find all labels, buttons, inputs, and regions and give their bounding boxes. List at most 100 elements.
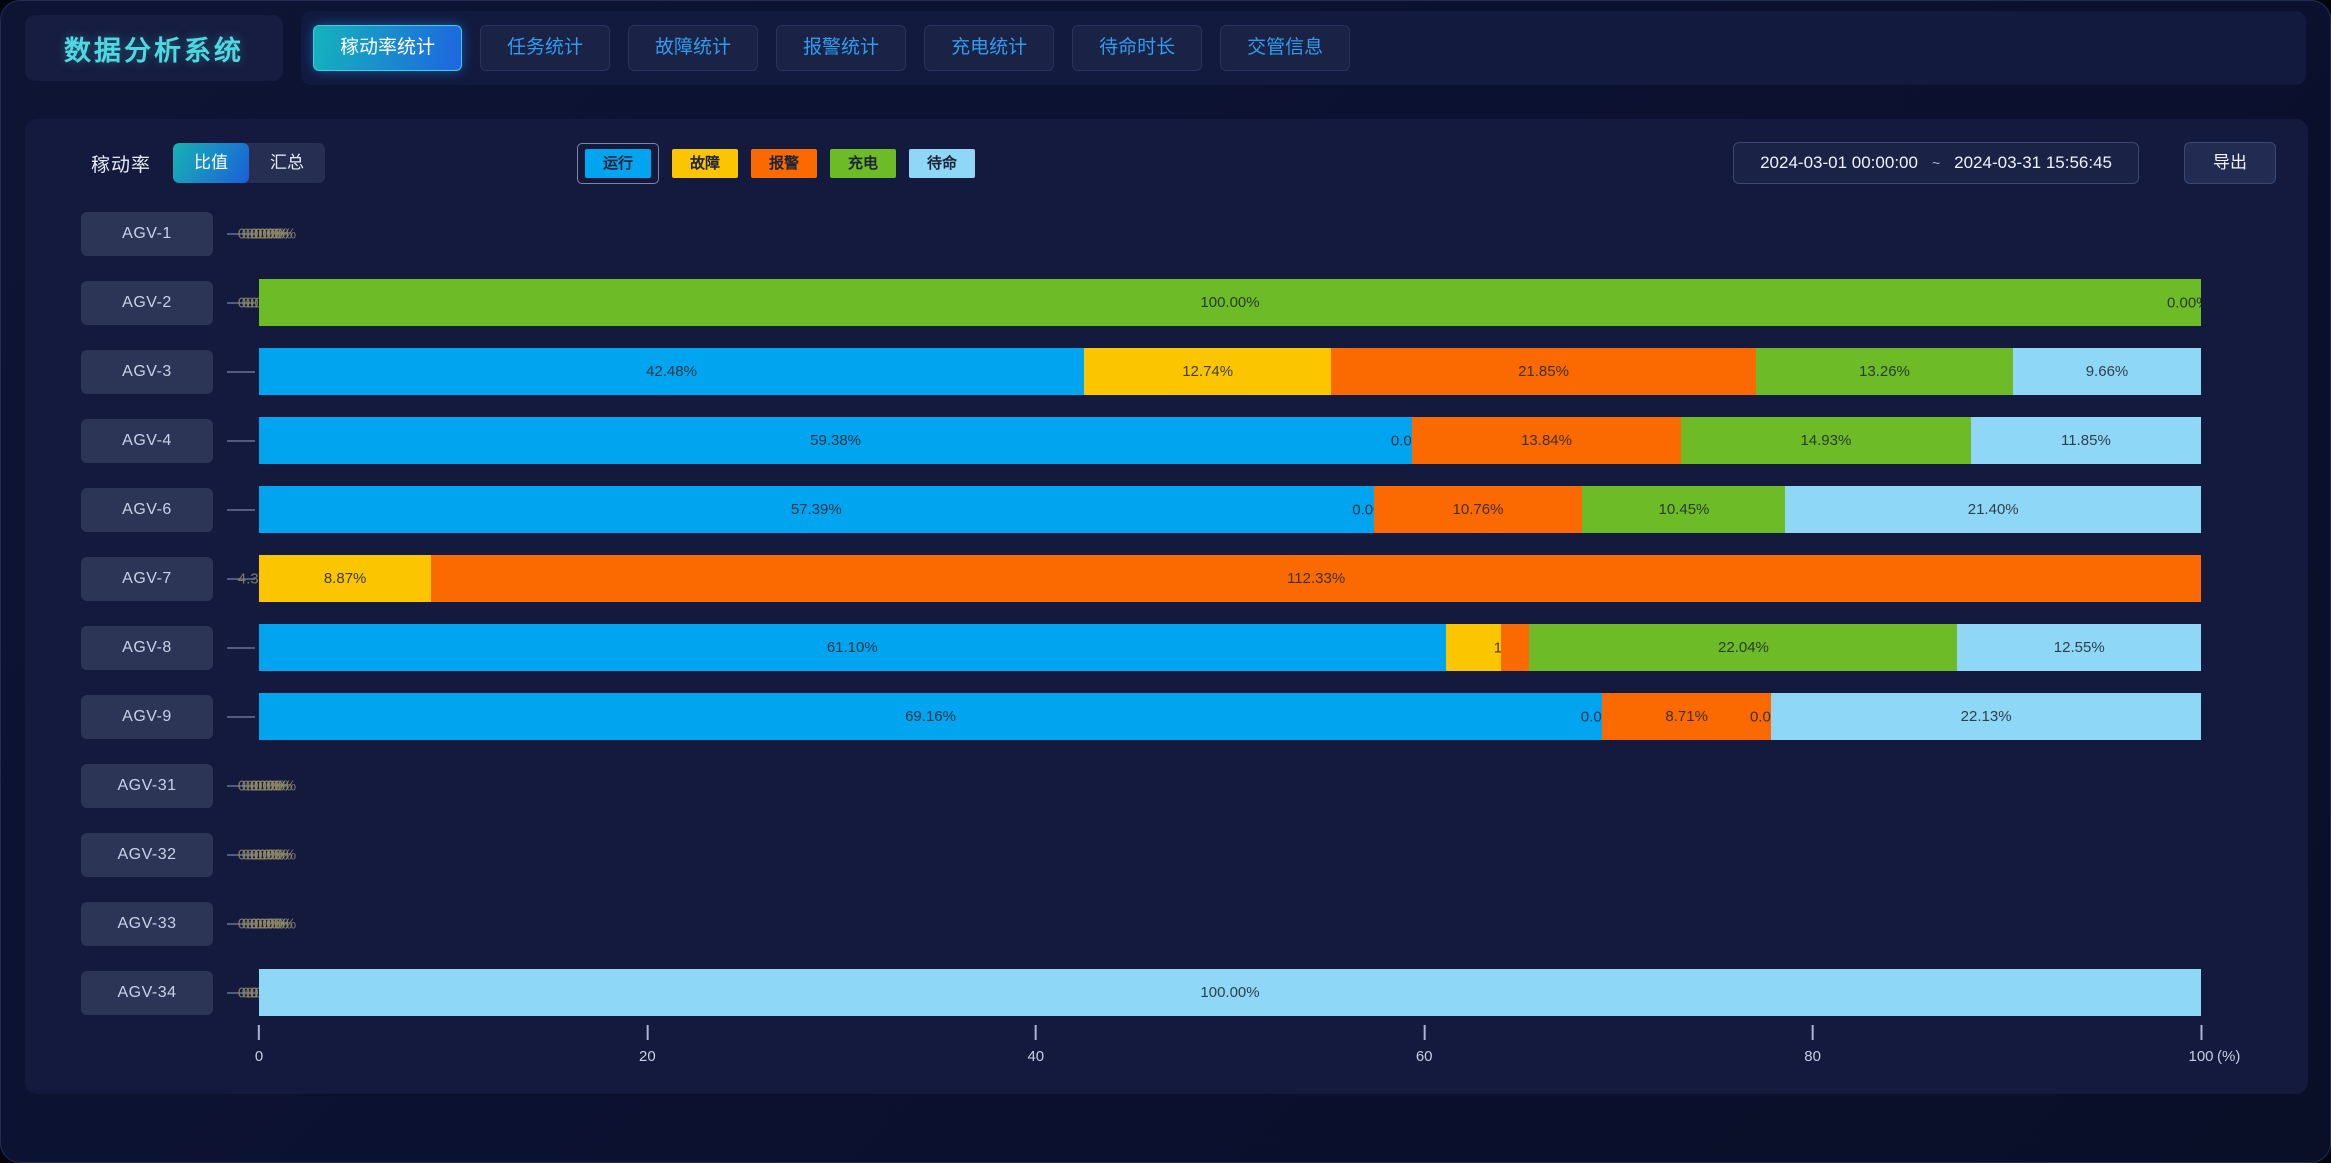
legend-item[interactable]: 故障	[672, 148, 739, 178]
segment-value-label: 21.40%	[1967, 501, 2019, 518]
chart-row: AGV-459.38%0.00%13.84%14.93%11.85%	[25, 406, 2308, 475]
bar-plot: 42.48% 12.74% 21.85% 13.26% 9.66%	[259, 348, 2201, 395]
metric-label: 稼动率	[91, 154, 152, 176]
tab-6[interactable]: 待命时长	[1072, 25, 1203, 71]
segment-value-label: 57.39%	[790, 501, 842, 518]
segment-value-label: 22.13%	[1960, 708, 2012, 725]
axis-tick-label: 60	[1415, 1048, 1433, 1065]
chart-row: AGV-3 42.48% 12.74% 21.85% 13.26% 9.66%	[25, 337, 2308, 406]
category-tick	[227, 508, 255, 511]
category-tick	[227, 232, 255, 235]
zero-value-label: 0.00%	[253, 225, 297, 242]
bar-plot: 0.00% 0.00% 0.00% 0.00% 0.00%	[238, 210, 2201, 257]
date-start: 2024-03-01 00:00:00	[1760, 153, 1918, 172]
tab-2[interactable]: 任务统计	[480, 25, 611, 71]
legend-item[interactable]: 充电	[830, 148, 897, 178]
bar-plot: 61.10%2.83%1.49%22.04%12.55%	[259, 624, 2201, 671]
row-label-button[interactable]: AGV-32	[81, 832, 213, 877]
segment-value-label: 100.00%	[1200, 294, 1260, 311]
toggle-option-1[interactable]: 比值	[173, 143, 250, 183]
bar-segment: 42.48%	[259, 348, 1084, 395]
bar-segment: 13.26%	[1755, 348, 2014, 395]
bar-segment: 112.33%	[431, 555, 2201, 602]
axis-tick-label: 100	[2188, 1048, 2214, 1065]
axis-tick-label: 80	[1804, 1048, 1821, 1065]
chart-row: AGV-74.34%8.87%112.33%	[25, 544, 2308, 613]
row-label-button[interactable]: AGV-34	[81, 970, 213, 1015]
zero-value-label: 0.00%	[245, 915, 289, 932]
bar-segment: 8.71%	[1602, 693, 1772, 740]
axis-tick-label: 0	[254, 1048, 264, 1065]
ratio-summary-toggle: 比值 汇总	[173, 143, 326, 183]
segment-value-label: 112.33%	[1287, 570, 1346, 587]
tab-1[interactable]: 稼动率统计	[313, 25, 463, 71]
app-title-card: 数据分析系统	[25, 15, 283, 81]
row-label-button[interactable]: AGV-3	[81, 349, 213, 394]
axis-tick-line	[1034, 1025, 1037, 1040]
row-label-button[interactable]: AGV-1	[81, 211, 213, 256]
segment-value-label: 8.87%	[323, 570, 367, 587]
export-button[interactable]: 导出	[2184, 142, 2276, 184]
chart-row: AGV-32 0.00% 0.00% 0.00% 0.00% 0.00%	[25, 820, 2308, 889]
row-label-button[interactable]: AGV-7	[81, 556, 213, 601]
segment-value-label: 9.66%	[2085, 363, 2129, 380]
row-label-button[interactable]: AGV-2	[81, 280, 213, 325]
row-label-button[interactable]: AGV-33	[81, 901, 213, 946]
segment-value-label: 13.84%	[1521, 432, 1572, 449]
axis-tick-label: 20	[639, 1048, 656, 1065]
zero-value-label: 0.00%	[249, 915, 293, 932]
zero-value-label: 0.00%	[237, 777, 281, 794]
bar-segment: 12.74%	[1083, 348, 1332, 395]
segment-value-label: 14.93%	[1800, 432, 1852, 449]
axis-tick: 40	[1027, 1025, 1044, 1065]
row-label-button[interactable]: AGV-4	[81, 418, 213, 463]
zero-value-label: 0.00%	[249, 846, 293, 863]
chart-row: AGV-9 69.16%0.00%8.71%0.00%22.13%	[25, 682, 2308, 751]
zero-value-label: 0.00%	[245, 777, 289, 794]
row-label-button[interactable]: AGV-6	[81, 487, 213, 532]
toggle-option-2[interactable]: 汇总	[270, 153, 305, 172]
row-label-button[interactable]: AGV-9	[81, 694, 213, 739]
category-tick	[227, 715, 255, 718]
tab-3[interactable]: 故障统计	[628, 25, 759, 71]
axis-tick: 0	[255, 1025, 263, 1065]
segment-value-label: 22.04%	[1718, 639, 1769, 656]
bar-segment: 11.85%	[1970, 417, 2201, 464]
legend-item[interactable]: 运行	[585, 148, 652, 178]
zero-value-label: 0.00%	[245, 846, 289, 863]
zero-value-label: 0.00%	[249, 777, 293, 794]
tab-5[interactable]: 充电统计	[924, 25, 1055, 71]
bar-segment: 100.00%	[259, 969, 2201, 1016]
bar-segment: 57.39%	[259, 486, 1374, 533]
category-tick	[227, 922, 255, 925]
bar-segment: 12.55%	[1957, 624, 2201, 671]
tab-7[interactable]: 交管信息	[1220, 25, 1351, 71]
zero-value-label: 0.00%	[253, 846, 297, 863]
bar-segment: 100.00%	[259, 279, 2201, 326]
zero-value-label: 0.00%	[241, 915, 285, 932]
legend-focus-ring: 运行	[577, 142, 660, 184]
bar-plot: 0.00% 0.00% 0.00% 0.00% 0.00%	[238, 900, 2201, 947]
axis-tick-line	[1811, 1025, 1814, 1040]
segment-value-label: 61.10%	[826, 639, 878, 656]
axis-tick-line	[258, 1025, 260, 1040]
bar-plot: 69.16%0.00%8.71%0.00%22.13%	[259, 693, 2201, 740]
bar-plot: 0.00% 0.00% 0.00% 0.00% 0.00%	[238, 831, 2201, 878]
category-tick	[227, 301, 255, 304]
segment-value-label: 21.85%	[1518, 363, 1569, 380]
x-axis: 0 20 40 60 80 100 (%)	[255, 1023, 2240, 1085]
bar-plot: 0.00% 0.00% 0.00% 0.00% 0.00%	[238, 762, 2201, 809]
segment-value-label: 69.16%	[905, 708, 956, 725]
segment-value-label: 12.74%	[1182, 363, 1234, 380]
legend-item[interactable]: 报警	[751, 148, 818, 178]
row-label-button[interactable]: AGV-8	[81, 625, 213, 670]
date-range-picker[interactable]: 2024-03-01 00:00:00 ~ 2024-03-31 15:56:4…	[1733, 142, 2139, 184]
zero-value-label: 0.00%	[237, 846, 281, 863]
zero-value-label: 0.00%	[237, 915, 281, 932]
row-label-button[interactable]: AGV-31	[81, 763, 213, 808]
segment-value-label: 10.76%	[1452, 501, 1504, 518]
tab-4[interactable]: 报警统计	[776, 25, 907, 71]
legend-item[interactable]: 待命	[909, 148, 976, 178]
bar-segment: 10.45%	[1582, 486, 1786, 533]
